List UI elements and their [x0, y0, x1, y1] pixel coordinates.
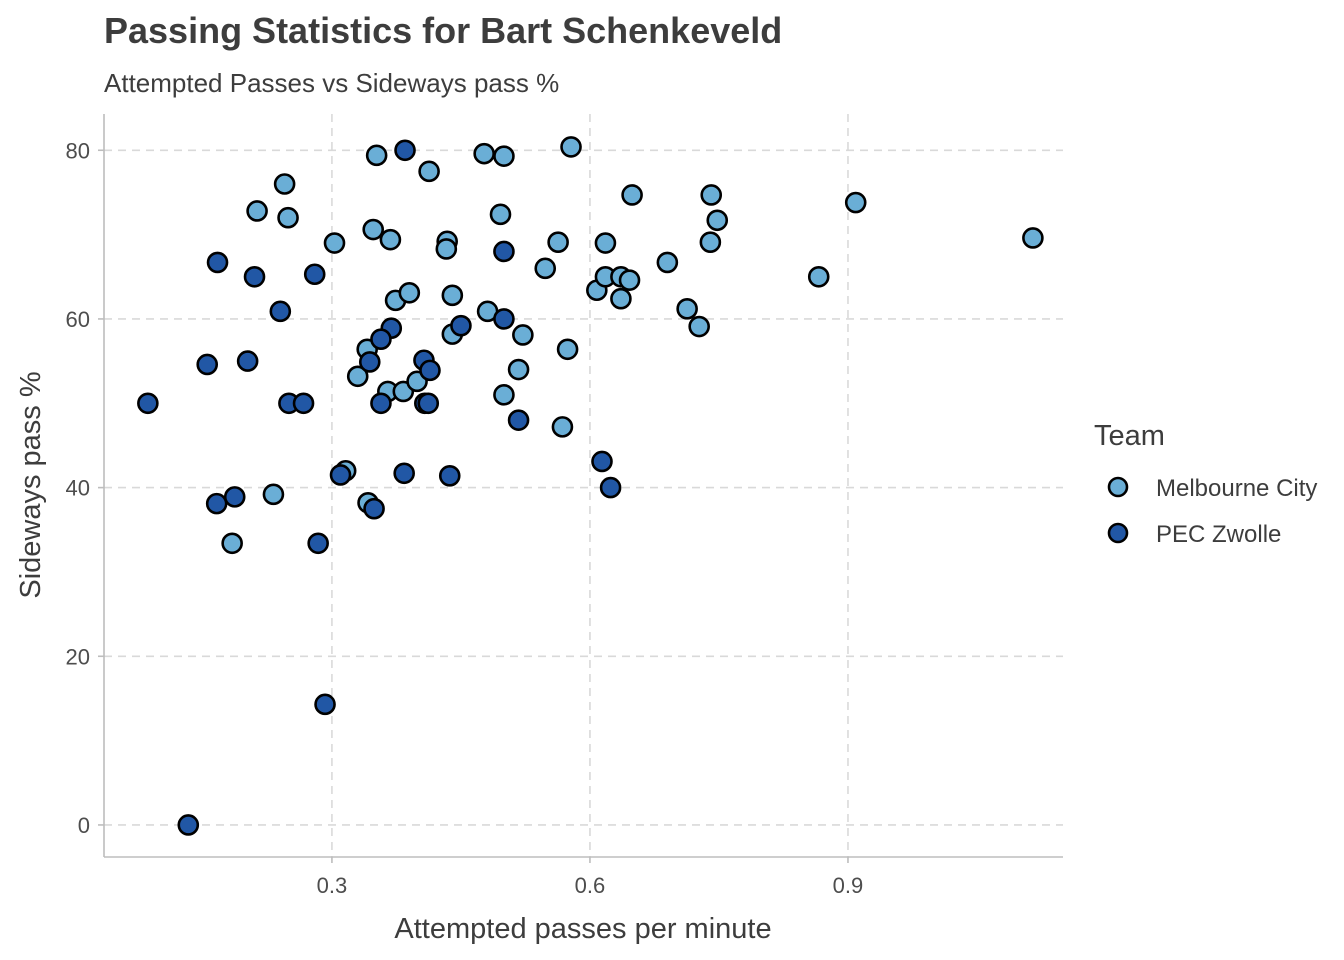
data-point [379, 228, 402, 251]
data-point [1022, 227, 1044, 249]
data-point [512, 324, 534, 346]
data-point [221, 532, 243, 555]
data-points [137, 136, 1044, 836]
data-point [418, 160, 440, 183]
data-point [398, 281, 421, 304]
data-point [676, 298, 698, 320]
data-point [489, 203, 512, 226]
data-point [393, 462, 415, 485]
y-tick-label: 0 [78, 813, 90, 838]
data-point [493, 308, 515, 330]
data-point [560, 136, 582, 158]
data-point [236, 350, 259, 372]
data-point [303, 263, 326, 286]
data-point [610, 287, 632, 310]
data-point [262, 483, 285, 506]
data-point [205, 492, 228, 515]
data-point [196, 353, 219, 376]
data-point [507, 358, 530, 381]
data-point [435, 238, 458, 260]
series-melbourne-city [221, 136, 1044, 555]
data-point [177, 814, 200, 836]
data-point [365, 144, 388, 167]
data-point [700, 184, 723, 206]
y-axis-title: Sideways pass % [15, 371, 47, 598]
data-point [556, 338, 579, 361]
data-point [362, 218, 385, 241]
data-point [223, 486, 246, 508]
legend-label-pec-zwolle: PEC Zwolle [1156, 521, 1281, 548]
data-point [656, 251, 679, 274]
data-point [246, 200, 268, 222]
tick-labels: 0.3 0.6 0.9 0 20 40 60 80 [66, 138, 864, 898]
axes [103, 114, 1063, 858]
x-axis-title: Attempted passes per minute [394, 913, 771, 945]
chart-title: Passing Statistics for Bart Schenkeveld [104, 10, 782, 51]
x-tick-label: 0.9 [833, 873, 864, 898]
data-point [314, 693, 336, 716]
data-point [206, 251, 229, 274]
data-point [346, 365, 369, 388]
data-point [419, 359, 441, 382]
chart-subtitle: Attempted Passes vs Sideways pass % [104, 68, 559, 98]
data-point [137, 392, 159, 415]
data-point [621, 184, 643, 206]
data-point [844, 191, 867, 214]
data-point [594, 232, 617, 254]
data-point [807, 265, 830, 288]
data-point [417, 392, 440, 415]
data-point [438, 465, 461, 487]
data-point [699, 231, 722, 253]
data-point [507, 409, 530, 431]
y-tick-label: 40 [66, 476, 90, 501]
data-point [269, 300, 292, 323]
y-tick-label: 80 [66, 138, 90, 163]
y-tick-label: 60 [66, 307, 90, 332]
data-point [292, 392, 315, 415]
legend-key-pec-zwolle [1107, 522, 1129, 544]
data-point [688, 315, 710, 338]
data-point [441, 284, 464, 307]
y-tick-label: 20 [66, 644, 90, 669]
data-point [329, 464, 352, 486]
data-point [323, 232, 346, 254]
data-point [370, 328, 392, 350]
data-point [618, 269, 641, 291]
legend-key-melbourne-city [1107, 476, 1129, 498]
data-point [547, 231, 569, 253]
legend: Team Melbourne City PEC Zwolle [1094, 420, 1317, 548]
data-point [473, 142, 495, 165]
data-point [706, 209, 729, 232]
data-point [450, 314, 472, 337]
data-point [358, 351, 381, 373]
data-point [277, 206, 299, 229]
data-point [363, 497, 385, 520]
data-point [551, 416, 574, 438]
legend-title: Team [1094, 420, 1165, 452]
data-point [307, 532, 329, 555]
series-pec-zwolle [137, 139, 622, 836]
x-tick-label: 0.6 [575, 873, 606, 898]
legend-label-melbourne-city: Melbourne City [1156, 475, 1317, 502]
data-point [370, 392, 392, 415]
data-point [534, 257, 557, 280]
data-point [243, 265, 266, 288]
data-point [493, 384, 515, 406]
data-point [493, 240, 515, 263]
data-point [591, 450, 613, 473]
x-tick-label: 0.3 [317, 873, 348, 898]
gridlines [104, 114, 1063, 857]
data-point [493, 145, 515, 167]
data-point [273, 173, 296, 195]
data-point [394, 139, 416, 162]
data-point [599, 476, 622, 499]
